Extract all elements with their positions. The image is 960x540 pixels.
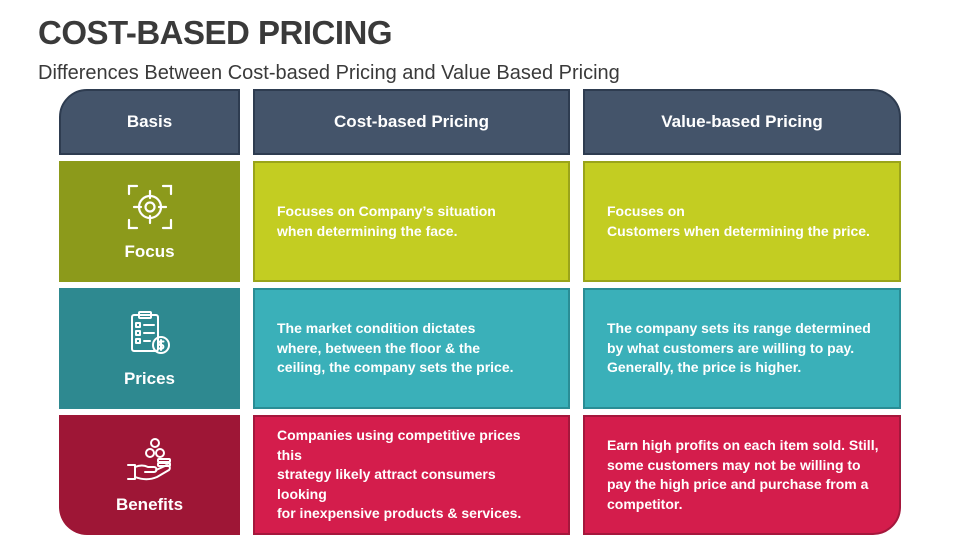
benefits-value-cell: Earn high profits on each item sold. Sti… [583,415,901,535]
header-cost-based: Cost-based Pricing [253,89,570,155]
page-title: COST-BASED PRICING [38,14,393,51]
header-value-based: Value-based Pricing [583,89,901,155]
header-basis: Basis [59,89,240,155]
prices-value-cell: The company sets its range determined by… [583,288,901,409]
page-subtitle: Differences Between Cost-based Pricing a… [38,62,620,84]
row-label-prices: Prices [59,288,240,409]
hand-coins-icon [126,438,171,481]
row-label-text: Focus [124,241,175,261]
prices-cost-cell: The market condition dictates where, bet… [253,288,570,409]
row-label-benefits: Benefits [59,415,240,535]
benefits-cost-cell: Companies using competitive prices this … [253,415,570,535]
row-label-text: Prices [123,368,176,388]
focus-value-cell: Focuses on Customers when determining th… [583,161,901,282]
target-icon [127,184,172,229]
price-list-icon [130,310,170,354]
row-label-focus: Focus [59,161,240,282]
row-label-text: Benefits [115,495,184,514]
focus-cost-cell: Focuses on Company’s situation when dete… [253,161,570,282]
